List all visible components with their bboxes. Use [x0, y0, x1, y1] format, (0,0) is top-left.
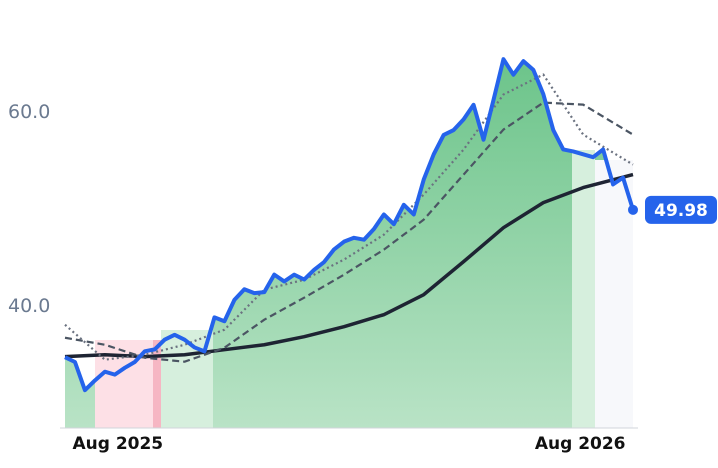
- neutral-band: [595, 160, 633, 428]
- x-tick-label: Aug 2026: [535, 434, 626, 454]
- loss-band: [153, 340, 161, 428]
- y-tick-label: 60.0: [8, 101, 50, 123]
- price-badge-label: 49.98: [654, 201, 708, 221]
- moving-average: [64, 101, 634, 363]
- price-area: [65, 59, 633, 428]
- moving-average: [64, 73, 634, 361]
- price-line: [64, 57, 635, 393]
- x-tick-label: Aug 2025: [72, 434, 163, 454]
- moving-average: [64, 172, 634, 359]
- y-tick-label: 40.0: [8, 295, 50, 317]
- last-point: [628, 204, 638, 215]
- gain-band: [572, 150, 595, 428]
- price-badge: [645, 195, 717, 224]
